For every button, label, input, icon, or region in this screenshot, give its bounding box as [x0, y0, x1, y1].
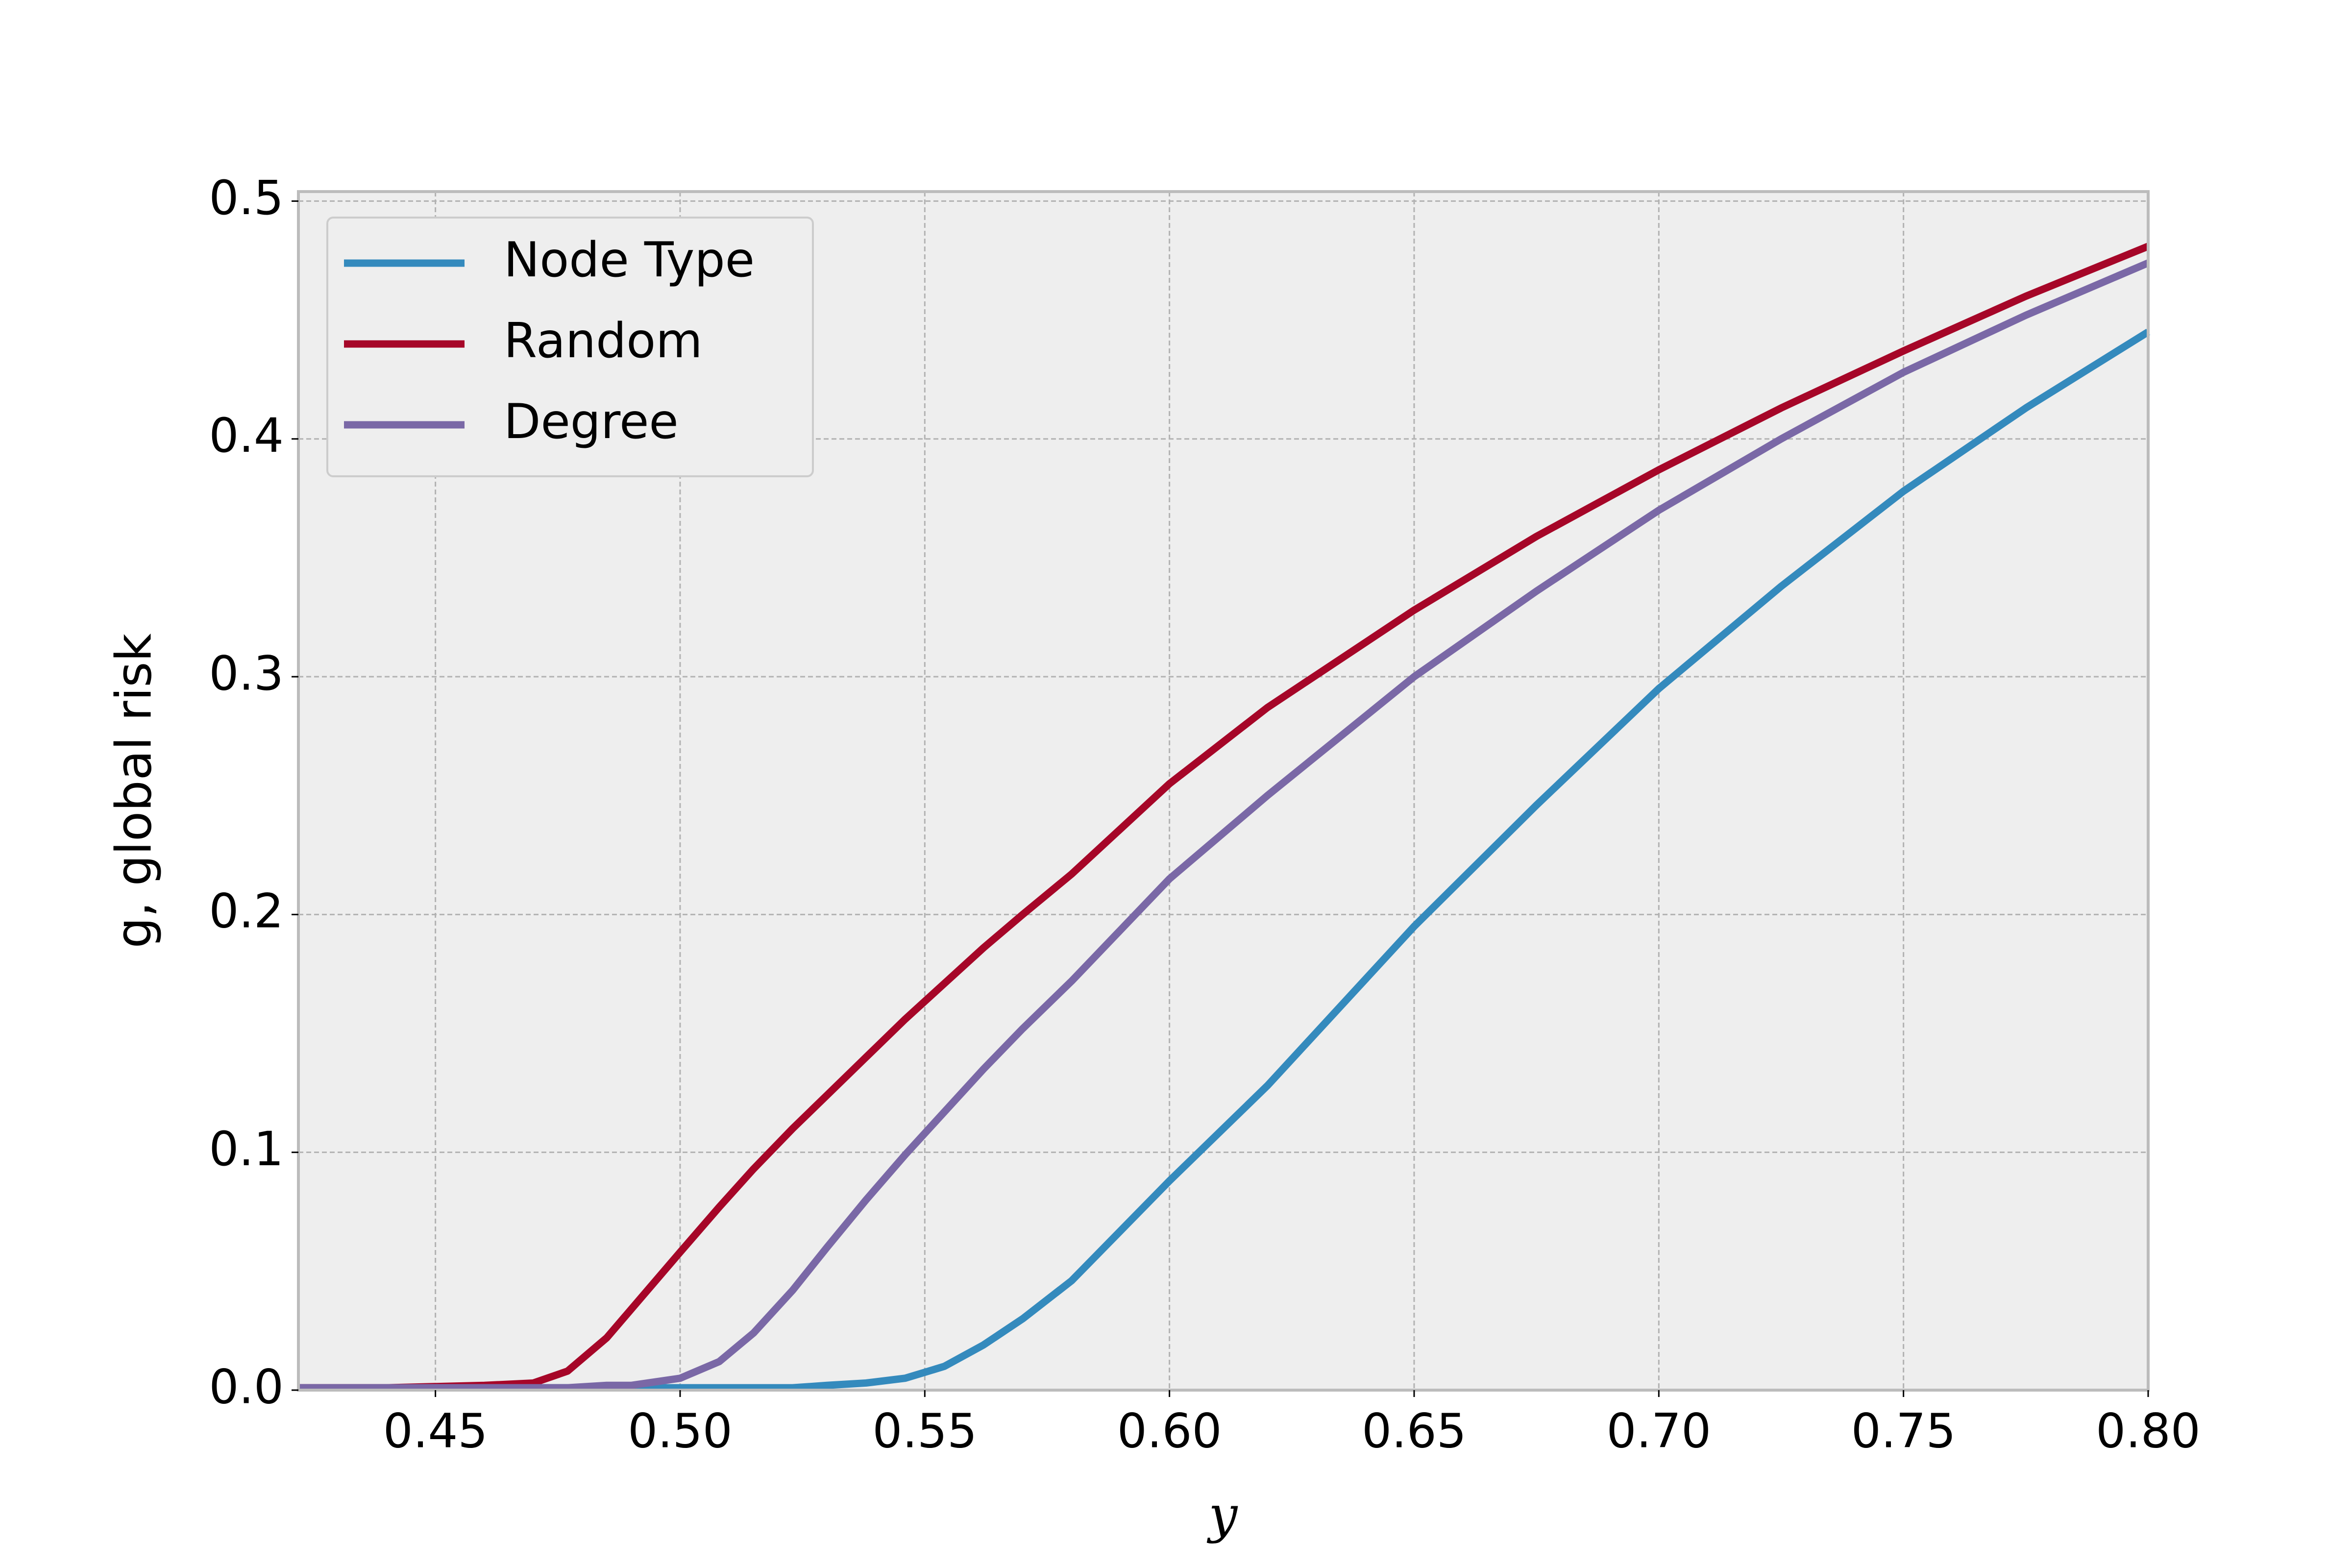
- ticks: 0.45 0.50 0.55 0.60 0.65 0.70 0.75 0.80 0.0 0.1 0.…: [209, 171, 2201, 1459]
- x-tick-label: 0.60: [1117, 1403, 1222, 1458]
- series-line: [298, 259, 2150, 1392]
- legend-label: Degree: [504, 394, 679, 450]
- legend-label: Node Type: [504, 232, 755, 288]
- y-tick-label: 0.3: [209, 646, 284, 701]
- y-tick-label: 0.2: [209, 884, 284, 939]
- x-tick-label: 0.80: [2096, 1403, 2201, 1458]
- x-tick-label: 0.55: [872, 1403, 977, 1458]
- y-tick-label: 0.5: [209, 171, 284, 225]
- y-axis-label: g, global risk: [105, 634, 162, 949]
- x-tick-label: 0.45: [383, 1403, 488, 1458]
- x-tick-label: 0.65: [1362, 1403, 1467, 1458]
- x-tick-label: 0.50: [628, 1403, 733, 1458]
- legend-label: Random: [504, 313, 703, 369]
- legend: Node Type Random Degree: [326, 217, 814, 477]
- lines: [298, 243, 2150, 1392]
- legend-box: [326, 217, 814, 477]
- x-tick-label: 0.75: [1851, 1403, 1956, 1458]
- series-line: [298, 243, 2150, 1392]
- x-tick-label: 0.70: [1606, 1403, 1711, 1458]
- y-tick-label: 0.0: [209, 1359, 284, 1414]
- axes-frame: [297, 190, 2150, 1392]
- x-axis-label: y: [1207, 1485, 1238, 1544]
- y-tick-label: 0.1: [209, 1122, 284, 1176]
- y-tick-label: 0.4: [209, 408, 284, 463]
